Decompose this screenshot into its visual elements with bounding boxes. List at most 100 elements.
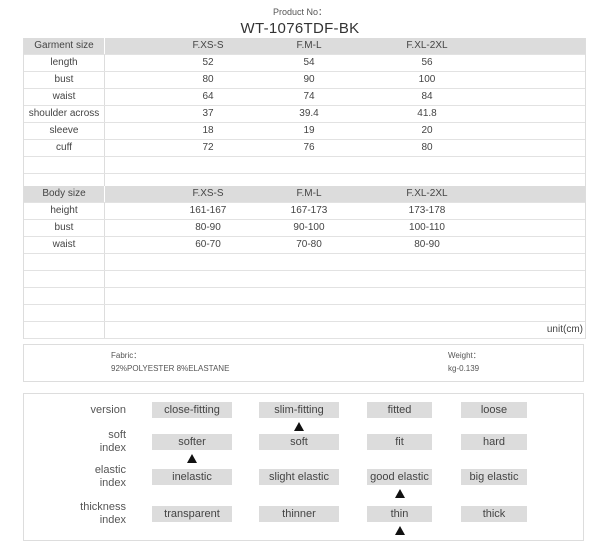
index-option: slim-fitting (259, 402, 339, 418)
cell-value: 90-100 (293, 222, 325, 233)
fabric-value: 92%POLYESTER 8%ELASTANE (111, 364, 230, 373)
column-header: F.XS-S (192, 40, 224, 51)
index-option: thinner (259, 506, 339, 522)
table-header-row: Body size F.XS-S F.M-L F.XL-2XL (24, 186, 585, 203)
index-option: thin (367, 506, 432, 522)
empty-row (24, 288, 585, 305)
cell-value: 100 (418, 74, 436, 85)
cell-value: 84 (421, 91, 433, 102)
index-option: loose (461, 402, 527, 418)
index-option: good elastic (367, 469, 432, 485)
cell-value: 161-167 (189, 205, 227, 216)
table-row: height 161-167 167-173 173-178 (24, 203, 585, 220)
column-header: F.XL-2XL (406, 40, 448, 51)
index-option: big elastic (461, 469, 527, 485)
row-label: length (24, 55, 105, 71)
row-label (24, 174, 105, 190)
index-option: hard (461, 434, 527, 450)
empty-row (24, 271, 585, 288)
garment-size-table: Garment size F.XS-S F.M-L F.XL-2XL length 52 5… (23, 38, 586, 191)
index-option: transparent (152, 506, 232, 522)
cell-value: 100-110 (409, 222, 445, 233)
index-option: thick (461, 506, 527, 522)
index-label: thickness index (80, 501, 126, 526)
cell-value: 80 (202, 74, 214, 85)
selected-indicator-icon (187, 454, 197, 463)
cell-value: 18 (202, 125, 214, 136)
fabric-weight-box: Fabric： 92%POLYESTER 8%ELASTANE Weight： … (23, 344, 584, 382)
cell-value: 76 (303, 142, 315, 153)
weight-value: kg-0.139 (448, 364, 480, 373)
body-size-table: Body size F.XS-S F.M-L F.XL-2XL height 161-16… (23, 186, 586, 339)
cell-value: 173-178 (408, 205, 446, 216)
table-row: waist 60-70 70-80 80-90 (24, 237, 585, 254)
table-row: cuff 72 76 80 (24, 140, 585, 157)
product-no-label: Product No： (272, 7, 328, 17)
row-label (24, 157, 105, 173)
index-label: version (90, 404, 126, 416)
column-header: F.XS-S (192, 188, 224, 199)
cell-value: 20 (421, 125, 433, 136)
cell-value: 72 (202, 142, 214, 153)
row-label (24, 322, 105, 338)
index-option: fitted (367, 402, 432, 418)
weight-label: Weight： (448, 351, 481, 360)
row-label: bust (24, 220, 105, 236)
row-label: shoulder across (24, 106, 105, 122)
cell-value: 64 (202, 91, 214, 102)
cell-value: 56 (421, 57, 433, 68)
column-header: Body size (24, 186, 105, 202)
column-header: F.M-L (296, 188, 322, 199)
selected-indicator-icon (294, 422, 304, 431)
column-header: F.M-L (296, 40, 322, 51)
row-label: waist (24, 89, 105, 105)
row-label: height (24, 203, 105, 219)
column-header: Garment size (24, 38, 105, 54)
row-label (24, 305, 105, 321)
index-label: elastic index (94, 464, 126, 489)
index-option: close-fitting (152, 402, 232, 418)
fabric-index-box: version close-fitting slim-fitting fitted lo… (23, 393, 584, 541)
empty-row (24, 157, 585, 174)
cell-value: 52 (202, 57, 214, 68)
cell-value: 80-90 (414, 239, 440, 250)
product-number: WT-1076TDF-BK (240, 20, 360, 37)
index-option: fit (367, 434, 432, 450)
cell-value: 80-90 (195, 222, 221, 233)
index-option: slight elastic (259, 469, 339, 485)
cell-value: 74 (303, 91, 315, 102)
cell-value: 37 (202, 108, 214, 119)
cell-value: 167-173 (290, 205, 328, 216)
index-label: soft index (99, 429, 126, 454)
cell-value: 19 (303, 125, 315, 136)
table-row: shoulder across 37 39.4 41.8 (24, 106, 585, 123)
row-label (24, 254, 105, 270)
table-row: waist 64 74 84 (24, 89, 585, 106)
empty-row (24, 305, 585, 322)
cell-value: 70-80 (296, 239, 322, 250)
cell-value: 39.4 (299, 108, 319, 119)
row-label: waist (24, 237, 105, 253)
cell-value: 54 (303, 57, 315, 68)
cell-value: 41.8 (417, 108, 437, 119)
cell-value: 90 (303, 74, 315, 85)
cell-value: 60-70 (195, 239, 221, 250)
index-option: inelastic (152, 469, 232, 485)
table-row: bust 80 90 100 (24, 72, 585, 89)
row-label: sleeve (24, 123, 105, 139)
row-label (24, 271, 105, 287)
selected-indicator-icon (394, 526, 405, 535)
table-row: length 52 54 56 (24, 55, 585, 72)
cell-value: 80 (421, 142, 433, 153)
empty-row (24, 254, 585, 271)
row-label: bust (24, 72, 105, 88)
index-option: soft (259, 434, 339, 450)
selected-indicator-icon (394, 489, 405, 498)
table-row: bust 80-90 90-100 100-110 (24, 220, 585, 237)
table-header-row: Garment size F.XS-S F.M-L F.XL-2XL (24, 38, 585, 55)
unit-label: unit(cm) (546, 324, 583, 335)
column-header: F.XL-2XL (406, 188, 448, 199)
index-option: softer (152, 434, 232, 450)
empty-row: unit(cm) (24, 322, 585, 339)
table-row: sleeve 18 19 20 (24, 123, 585, 140)
